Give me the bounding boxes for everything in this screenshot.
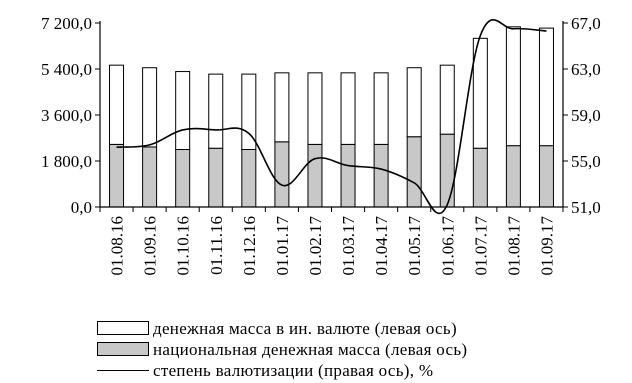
right-axis-ticks: 51,0 55,0 59,0 63,0 67,0	[563, 14, 601, 217]
left-tick-label: 5 400,0	[41, 60, 92, 79]
right-tick-label: 63,0	[571, 60, 601, 79]
bar-foreign	[208, 73, 224, 149]
bar-national	[439, 133, 455, 208]
right-tick-label: 67,0	[571, 14, 601, 33]
x-tick-label: 01.06.17	[438, 216, 457, 276]
x-tick-label: 01.02.17	[306, 216, 325, 276]
legend-label-foreign: денежная масса в ин. валюте (левая ось)	[153, 319, 457, 338]
bar-foreign	[340, 72, 356, 145]
left-tick-label: 7 200,0	[41, 14, 92, 33]
bars	[109, 26, 554, 208]
x-tick-label: 01.09.17	[537, 216, 556, 276]
x-tick-label: 01.11.16	[207, 216, 226, 275]
x-tick-label: 01.12.16	[240, 216, 259, 276]
legend-label-dollarization: степень валютизации (правая ось), %	[153, 361, 434, 380]
x-tick-label: 01.10.16	[174, 216, 193, 276]
x-tick-label: 01.01.17	[273, 216, 292, 276]
left-axis-ticks: 0,0 1 800,0 3 600,0 5 400,0 7 200,0	[41, 14, 100, 217]
x-tick-label: 01.08.16	[108, 216, 127, 276]
bar-national	[340, 143, 356, 208]
bar-national	[241, 149, 257, 208]
bar-foreign	[505, 26, 521, 147]
x-tick-label: 01.07.17	[471, 216, 490, 276]
legend-item-dollarization: степень валютизации (правая ось), %	[97, 360, 597, 381]
left-tick-label: 0,0	[71, 198, 92, 217]
bar-national	[208, 147, 224, 208]
bar-foreign	[373, 72, 389, 145]
bar-foreign	[142, 67, 158, 148]
bar-national	[142, 146, 158, 208]
axes	[99, 21, 564, 212]
bar-national	[538, 145, 554, 208]
bar-national	[175, 149, 191, 208]
legend-label-national: национальная денежная масса (левая ось)	[153, 340, 468, 359]
legend-swatch-dollarization	[97, 370, 149, 371]
bar-national	[274, 141, 290, 208]
bar-foreign	[472, 37, 488, 149]
right-tick-label: 55,0	[571, 152, 601, 171]
legend-item-foreign: денежная масса в ин. валюте (левая ось)	[97, 318, 597, 339]
x-tick-label: 01.05.17	[405, 216, 424, 276]
legend-swatch-foreign	[97, 321, 149, 335]
bar-foreign	[274, 72, 290, 143]
bar-foreign	[406, 67, 422, 138]
bar-foreign	[439, 64, 455, 135]
left-tick-label: 3 600,0	[41, 106, 92, 125]
bar-foreign	[538, 27, 554, 147]
bar-national	[373, 143, 389, 208]
x-tick-label: 01.09.16	[141, 216, 160, 276]
x-axis-labels: 01.08.16 01.09.16 01.10.16 01.11.16 01.12.16…	[108, 216, 557, 276]
bar-foreign	[109, 64, 125, 145]
bar-foreign	[175, 71, 191, 150]
bar-national	[505, 145, 521, 208]
bar-national	[307, 143, 323, 208]
right-tick-label: 59,0	[571, 106, 601, 125]
x-tick-label: 01.03.17	[339, 216, 358, 276]
x-tick-label: 01.08.17	[504, 216, 523, 276]
bar-national	[472, 147, 488, 208]
legend: денежная масса в ин. валюте (левая ось) …	[97, 318, 597, 381]
bar-national	[406, 136, 422, 208]
x-tick-label: 01.04.17	[372, 216, 391, 276]
bar-foreign	[307, 72, 323, 145]
left-tick-label: 1 800,0	[41, 152, 92, 171]
dollarization-line	[116, 19, 547, 215]
legend-swatch-national	[97, 342, 149, 356]
line-series	[116, 19, 547, 215]
bar-national	[109, 143, 125, 208]
legend-item-national: национальная денежная масса (левая ось)	[97, 339, 597, 360]
right-tick-label: 51,0	[571, 198, 601, 217]
